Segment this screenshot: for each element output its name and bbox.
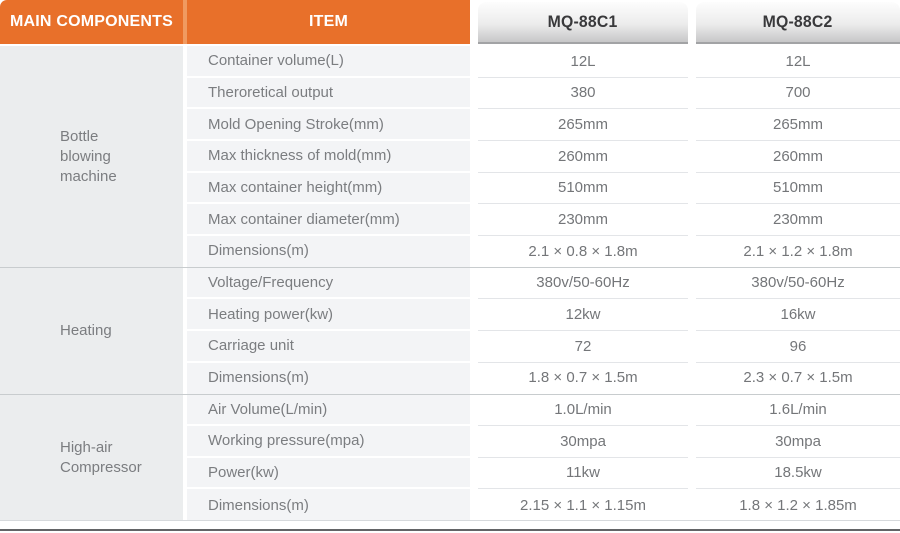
spec-value: 510mm xyxy=(478,172,688,205)
page-bottom-rule xyxy=(0,529,900,531)
spec-value: 2.15 × 1.1 × 1.15m xyxy=(478,489,688,521)
header-main-components-label: MAIN COMPONENTS xyxy=(10,13,173,30)
item-label: Max thickness of mold(mm) xyxy=(187,140,470,173)
spec-value: 230mm xyxy=(478,204,688,236)
values-column-mq-88c1: 12L 380 265mm 260mm 510mm 230mm 2.1 × 0.… xyxy=(478,46,688,521)
section-label-high-air-compressor: High-air Compressor xyxy=(0,394,183,521)
spec-value: 11kw xyxy=(478,457,688,490)
item-label: Max container diameter(mm) xyxy=(187,204,470,236)
spec-value: 72 xyxy=(478,330,688,363)
header-item-label: ITEM xyxy=(308,13,349,30)
item-label: Carriage unit xyxy=(187,330,470,363)
item-label: Dimensions(m) xyxy=(187,362,470,395)
section-separator xyxy=(0,394,900,395)
header-model-mq-88c2: MQ-88C2 xyxy=(696,2,900,44)
section-label-text: High-air Compressor xyxy=(60,438,142,476)
spec-value: 260mm xyxy=(696,140,900,173)
table-bottom-border xyxy=(0,520,900,521)
section-label-heating: Heating xyxy=(0,268,183,395)
item-label: Air Volume(L/min) xyxy=(187,394,470,426)
spec-value: 1.8 × 0.7 × 1.5m xyxy=(478,362,688,395)
item-label: Container volume(L) xyxy=(187,46,470,78)
spec-value: 16kw xyxy=(696,299,900,331)
spec-value: 1.8 × 1.2 × 1.85m xyxy=(696,489,900,521)
header-model-mq-88c1: MQ-88C1 xyxy=(478,2,688,44)
spec-value: 96 xyxy=(696,330,900,363)
values-column-mq-88c2: 12L 700 265mm 260mm 510mm 230mm 2.1 × 1.… xyxy=(696,46,900,521)
item-label: Dimensions(m) xyxy=(187,235,470,268)
spec-value: 265mm xyxy=(478,109,688,141)
section-label-bottle-blowing-machine: Bottle blowing machine xyxy=(0,46,183,268)
spec-value: 380 xyxy=(478,77,688,110)
header-item: ITEM xyxy=(187,0,470,44)
spec-value: 230mm xyxy=(696,204,900,236)
spec-value: 18.5kw xyxy=(696,457,900,490)
section-label-text: Heating xyxy=(60,321,112,339)
spec-value: 30mpa xyxy=(696,425,900,458)
spec-value: 260mm xyxy=(478,140,688,173)
spec-value: 380v/50-60Hz xyxy=(696,267,900,300)
item-label: Dimensions(m) xyxy=(187,489,470,521)
section-separator xyxy=(0,267,900,268)
spec-value: 510mm xyxy=(696,172,900,205)
header-model-mq-88c2-label: MQ-88C2 xyxy=(763,12,833,31)
main-components-column: Bottle blowing machine Heating High-air … xyxy=(0,46,183,521)
spec-value: 700 xyxy=(696,77,900,110)
spec-value: 30mpa xyxy=(478,425,688,458)
spec-value: 12L xyxy=(696,46,900,78)
header-main-components: MAIN COMPONENTS xyxy=(0,0,183,44)
section-label-text: Bottle blowing machine xyxy=(60,127,117,185)
item-label: Power(kw) xyxy=(187,457,470,490)
item-label: Mold Opening Stroke(mm) xyxy=(187,109,470,141)
spec-value: 265mm xyxy=(696,109,900,141)
spec-value: 2.1 × 0.8 × 1.8m xyxy=(478,235,688,268)
spec-value: 12L xyxy=(478,46,688,78)
header-model-mq-88c1-label: MQ-88C1 xyxy=(548,12,618,31)
spec-value: 2.3 × 0.7 × 1.5m xyxy=(696,362,900,395)
spec-value: 1.6L/min xyxy=(696,394,900,426)
spec-value: 1.0L/min xyxy=(478,394,688,426)
item-label: Theroretical output xyxy=(187,77,470,110)
item-label: Voltage/Frequency xyxy=(187,267,470,300)
spec-value: 12kw xyxy=(478,299,688,331)
item-label: Working pressure(mpa) xyxy=(187,425,470,458)
spec-value: 2.1 × 1.2 × 1.8m xyxy=(696,235,900,268)
item-column: Container volume(L) Theroretical output … xyxy=(187,46,470,521)
item-label: Max container height(mm) xyxy=(187,172,470,205)
header-divider xyxy=(183,0,187,44)
item-label: Heating power(kw) xyxy=(187,299,470,331)
spec-value: 380v/50-60Hz xyxy=(478,267,688,300)
